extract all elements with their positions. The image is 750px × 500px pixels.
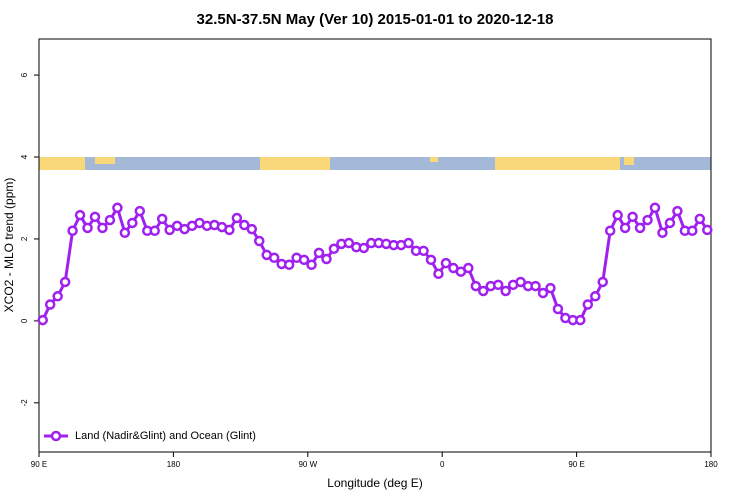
y-tick-label: 6 xyxy=(20,72,29,77)
data-point xyxy=(440,257,452,269)
data-point xyxy=(478,285,489,297)
data-point xyxy=(575,314,586,326)
data-point xyxy=(112,202,123,214)
data-point xyxy=(306,259,317,271)
data-point xyxy=(597,276,608,288)
data-point xyxy=(37,314,48,326)
data-point xyxy=(642,214,653,226)
data-point xyxy=(89,211,101,223)
x-tick-label: 90 W xyxy=(298,460,317,469)
data-point xyxy=(134,205,146,217)
land-band xyxy=(95,157,115,164)
data-point xyxy=(582,299,594,310)
x-axis-label: Longitude (deg E) xyxy=(327,476,422,490)
data-point xyxy=(44,299,56,310)
data-point xyxy=(82,222,93,234)
legend-marker xyxy=(50,430,62,442)
data-point xyxy=(500,285,511,297)
y-tick-label: -2 xyxy=(20,399,29,407)
data-point xyxy=(664,217,676,229)
data-point xyxy=(627,211,638,223)
data-point xyxy=(97,222,108,234)
land-band xyxy=(495,157,620,170)
data-point xyxy=(545,282,556,294)
data-point xyxy=(433,268,444,280)
legend-label: Land (Nadir&Glint) and Ocean (Glint) xyxy=(75,430,256,442)
data-point xyxy=(74,209,86,221)
plot-frame xyxy=(38,38,712,453)
data-point xyxy=(328,243,340,255)
data-point xyxy=(590,291,601,302)
data-point xyxy=(657,227,668,239)
x-tick-label: 180 xyxy=(167,460,181,469)
y-tick-label: 4 xyxy=(20,154,29,159)
data-point xyxy=(224,224,235,236)
land-band xyxy=(430,157,438,162)
data-point xyxy=(687,225,698,236)
data-point xyxy=(239,219,250,231)
data-point xyxy=(418,245,429,257)
data-point xyxy=(515,276,526,288)
data-point xyxy=(52,291,63,302)
data-point xyxy=(552,303,564,315)
y-tick-label: 0 xyxy=(20,318,29,323)
data-point xyxy=(104,214,116,226)
land-band xyxy=(39,157,85,170)
x-tick-label: 0 xyxy=(440,460,445,469)
data-point xyxy=(694,213,706,225)
data-point xyxy=(619,222,631,234)
land-ocean-strip xyxy=(39,157,711,170)
data-point xyxy=(403,237,414,249)
data-point xyxy=(612,209,623,221)
data-point xyxy=(119,227,131,239)
data-point xyxy=(425,254,437,266)
x-tick-label: 180 xyxy=(704,460,718,469)
data-point xyxy=(649,202,661,214)
data-point xyxy=(604,225,616,236)
chart-title: 32.5N-37.5N May (Ver 10) 2015-01-01 to 2… xyxy=(197,11,554,28)
x-tick-label: 90 E xyxy=(31,460,47,469)
data-point xyxy=(492,279,504,291)
series-line xyxy=(41,204,709,322)
x-tick-label: 90 E xyxy=(568,460,584,469)
land-band xyxy=(260,157,330,170)
data-point xyxy=(343,237,355,249)
y-tick-label: 2 xyxy=(20,236,29,241)
data-point xyxy=(283,259,295,271)
data-point xyxy=(164,224,175,236)
data-point xyxy=(672,205,683,217)
data-point xyxy=(634,222,646,234)
data-point xyxy=(358,242,370,254)
data-point xyxy=(313,247,325,259)
data-point xyxy=(156,213,168,225)
data-point xyxy=(127,217,138,229)
data-point xyxy=(149,225,160,236)
data-point xyxy=(231,212,243,224)
data-point xyxy=(268,252,280,264)
data-point xyxy=(321,253,332,265)
land-band xyxy=(624,157,634,165)
data-point xyxy=(463,262,474,274)
data-point xyxy=(530,280,541,292)
data-point xyxy=(470,280,482,292)
data-point xyxy=(59,276,71,288)
data-point xyxy=(246,223,258,235)
data-point xyxy=(254,235,265,247)
data-point xyxy=(298,254,310,266)
y-axis-label: XCO2 - MLO trend (ppm) xyxy=(2,178,16,313)
data-point xyxy=(537,287,549,299)
data-point xyxy=(67,225,78,236)
data-point xyxy=(702,224,713,236)
